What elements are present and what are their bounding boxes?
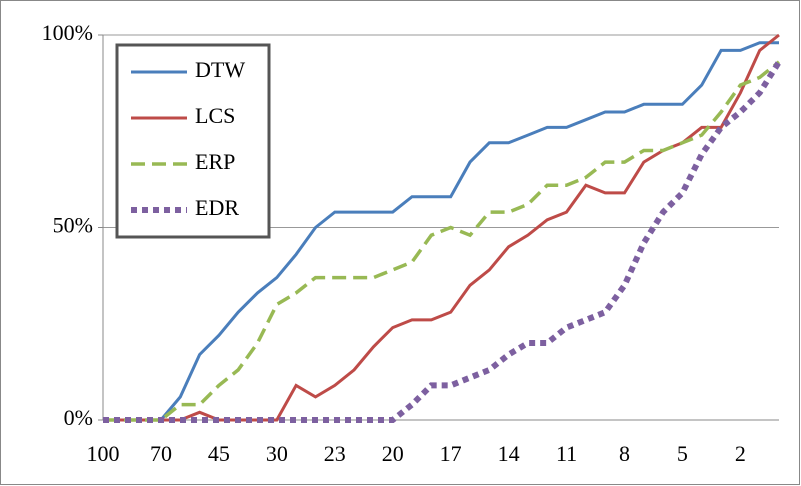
x-tick-label: 11 [556, 441, 577, 466]
line-series [103, 60, 782, 423]
y-tick-label: 50% [53, 213, 93, 238]
x-tick-label: 17 [440, 441, 462, 466]
x-tick-label: 2 [735, 441, 746, 466]
legend-label: DTW [195, 57, 245, 82]
x-tick-label: 23 [324, 441, 346, 466]
x-tick-label: 20 [382, 441, 404, 466]
x-tick-label: 45 [208, 441, 230, 466]
line-series [103, 41, 779, 422]
y-tick-label: 0% [64, 405, 93, 430]
x-tick-label: 70 [150, 441, 172, 466]
x-tick-label: 14 [498, 441, 520, 466]
legend-box [115, 43, 271, 239]
y-tick-label: 100% [42, 20, 93, 45]
legend-label: LCS [195, 103, 235, 128]
line-series [103, 60, 781, 422]
legend-label: ERP [195, 149, 235, 174]
x-tick-label: 5 [677, 441, 688, 466]
legend-label: EDR [195, 195, 239, 220]
x-tick-label: 100 [87, 441, 120, 466]
x-tick-label: 30 [266, 441, 288, 466]
x-tick-label: 8 [619, 441, 630, 466]
